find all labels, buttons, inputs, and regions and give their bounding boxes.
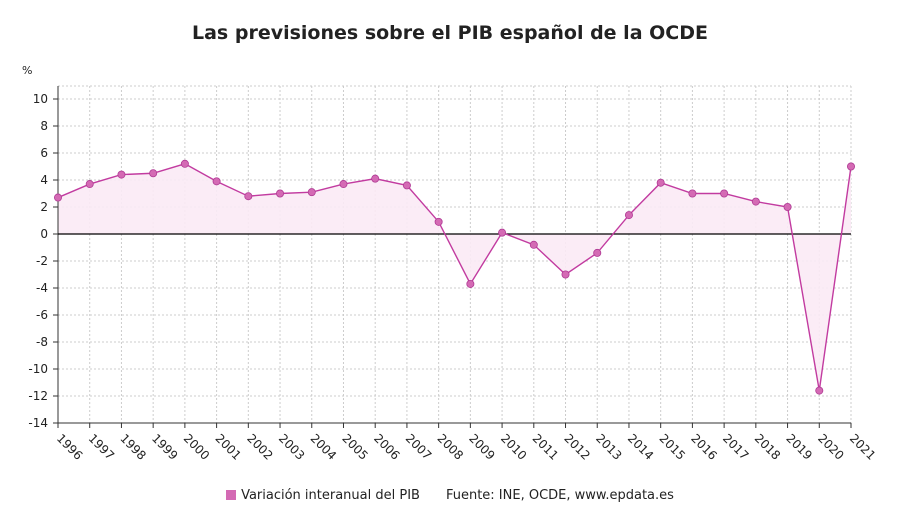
x-tick-label: 2016 bbox=[688, 431, 719, 462]
data-point bbox=[54, 193, 63, 202]
x-tick-label: 2000 bbox=[181, 431, 212, 462]
x-tick-label: 1999 bbox=[149, 431, 180, 462]
data-point bbox=[212, 177, 221, 186]
data-point bbox=[656, 178, 665, 187]
area-fill bbox=[58, 163, 851, 391]
x-tick-label: 2019 bbox=[783, 431, 814, 462]
y-tick-label: 0 bbox=[40, 227, 48, 241]
series-line-group bbox=[57, 163, 852, 391]
data-point bbox=[751, 197, 760, 206]
source-note: Fuente: INE, OCDE, www.epdata.es bbox=[445, 488, 674, 503]
x-tick-label: 2021 bbox=[847, 431, 878, 462]
x-tick-label: 2001 bbox=[212, 431, 243, 462]
y-tick-label: -8 bbox=[36, 335, 48, 349]
y-tick-label: -12 bbox=[28, 389, 48, 403]
y-axis-unit-label: % bbox=[22, 64, 32, 77]
data-point bbox=[847, 162, 856, 171]
data-point bbox=[402, 181, 411, 190]
data-point bbox=[371, 174, 380, 183]
y-tick-labels: 10 8 6 4 2 0 -2 -4 -6 -8 -10 -12 -14 bbox=[28, 92, 48, 430]
x-tick-label: 2010 bbox=[498, 431, 529, 462]
data-point bbox=[244, 192, 253, 201]
y-tick-label: 6 bbox=[40, 146, 48, 160]
y-tick-label: -2 bbox=[36, 254, 48, 268]
data-point bbox=[276, 189, 285, 198]
x-tick-label: 2007 bbox=[403, 431, 434, 462]
series-line bbox=[57, 163, 852, 391]
x-tick-labels: 1996 1997 1998 1999 2000 2001 2002 2003 2004 2005… bbox=[54, 431, 878, 462]
x-tick-label: 2009 bbox=[466, 431, 497, 462]
legend-series-label[interactable]: Variación interanual del PIB bbox=[241, 488, 420, 503]
x-tick-label: 2008 bbox=[435, 431, 466, 462]
x-tick-label: 2020 bbox=[815, 431, 846, 462]
grid-lines bbox=[57, 85, 852, 424]
x-tick-label: 1996 bbox=[54, 431, 85, 462]
data-point bbox=[720, 189, 729, 198]
area-under-curve bbox=[58, 163, 851, 391]
data-point bbox=[688, 189, 697, 198]
data-point bbox=[624, 211, 633, 220]
x-tick-label: 2018 bbox=[752, 431, 783, 462]
x-tick-label: 2004 bbox=[308, 431, 339, 462]
data-point bbox=[434, 217, 443, 226]
x-tick-label: 1997 bbox=[86, 431, 117, 462]
data-points bbox=[54, 159, 856, 395]
legend-swatch bbox=[226, 490, 237, 500]
axes bbox=[53, 86, 852, 428]
legend: Variación interanual del PIB Fuente: INE,… bbox=[0, 488, 900, 503]
data-point bbox=[149, 169, 158, 178]
data-point bbox=[466, 279, 475, 288]
chart-title: Las previsiones sobre el PIB español de … bbox=[192, 22, 708, 44]
y-tick-label: 4 bbox=[40, 173, 48, 187]
data-point bbox=[339, 180, 348, 189]
data-point bbox=[561, 270, 570, 279]
y-tick-label: 2 bbox=[40, 200, 48, 214]
data-point bbox=[307, 188, 316, 197]
data-point bbox=[529, 240, 538, 249]
x-tick-label: 2015 bbox=[657, 431, 688, 462]
data-point bbox=[117, 170, 126, 179]
data-point bbox=[498, 228, 507, 237]
y-tick-label: -6 bbox=[36, 308, 48, 322]
y-tick-label: 10 bbox=[33, 92, 48, 106]
x-tick-label: 2006 bbox=[371, 431, 402, 462]
x-tick-label: 1998 bbox=[117, 431, 148, 462]
y-tick-label: -10 bbox=[28, 362, 48, 376]
x-tick-label: 2011 bbox=[530, 431, 561, 462]
data-point bbox=[85, 180, 94, 189]
x-tick-label: 2005 bbox=[339, 431, 370, 462]
x-tick-label: 2003 bbox=[276, 431, 307, 462]
x-tick-label: 2013 bbox=[593, 431, 624, 462]
x-tick-label: 2014 bbox=[625, 431, 656, 462]
x-tick-label: 2012 bbox=[561, 431, 592, 462]
data-point bbox=[783, 202, 792, 211]
data-point bbox=[593, 248, 602, 257]
x-tick-label: 2017 bbox=[720, 431, 751, 462]
y-tick-label: 8 bbox=[40, 119, 48, 133]
data-point bbox=[180, 159, 189, 168]
y-tick-label: -4 bbox=[36, 281, 48, 295]
y-tick-label: -14 bbox=[28, 416, 48, 430]
data-point bbox=[815, 386, 824, 395]
x-tick-label: 2002 bbox=[244, 431, 275, 462]
